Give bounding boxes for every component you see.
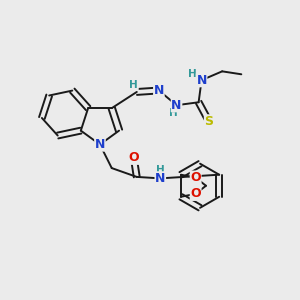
Text: N: N xyxy=(196,74,207,87)
Text: O: O xyxy=(190,187,201,200)
Text: H: H xyxy=(156,165,165,175)
Text: N: N xyxy=(154,84,164,97)
Text: H: H xyxy=(169,108,178,118)
Text: O: O xyxy=(190,171,201,184)
Text: N: N xyxy=(155,172,166,185)
Text: O: O xyxy=(128,151,139,164)
Text: H: H xyxy=(130,80,138,90)
Text: N: N xyxy=(171,99,182,112)
Text: S: S xyxy=(204,115,213,128)
Text: N: N xyxy=(95,138,105,151)
Text: H: H xyxy=(188,69,197,79)
